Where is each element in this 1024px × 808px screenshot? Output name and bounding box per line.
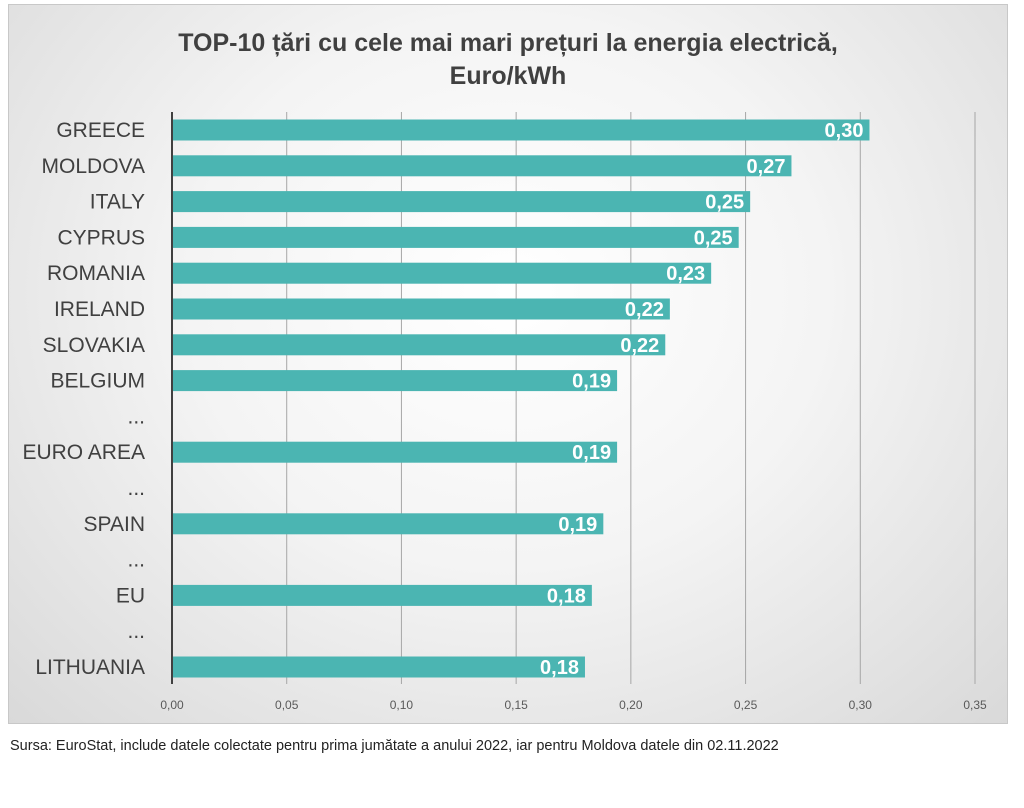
category-label: SLOVAKIA (43, 334, 145, 357)
category-label: ... (127, 477, 145, 500)
bar (172, 334, 666, 356)
category-label: ... (127, 620, 145, 643)
bar-chart: 0,00 0,05 0,10 0,15 0,20 0,25 0,30 0,35 GREECE 0,… (22, 112, 987, 712)
category-label: ... (127, 405, 145, 428)
chart-title-line: Euro/kWh (449, 62, 567, 90)
data-label: 0,19 (558, 514, 597, 536)
category-label: ... (127, 549, 145, 572)
bar (172, 298, 670, 320)
data-label: 0,23 (666, 263, 705, 285)
category-label: MOLDOVA (42, 155, 145, 178)
x-tick-label: 0,00 (160, 698, 184, 712)
bar (172, 119, 870, 141)
data-label: 0,18 (547, 585, 586, 607)
category-label: SPAIN (84, 513, 145, 536)
data-label: 0,27 (747, 156, 786, 178)
data-label: 0,22 (625, 299, 664, 321)
bar (172, 441, 618, 463)
bar (172, 370, 618, 392)
data-label: 0,25 (694, 227, 733, 249)
bar (172, 513, 604, 535)
x-tick-label: 0,20 (619, 698, 643, 712)
x-tick-label: 0,15 (504, 698, 528, 712)
category-label: ROMANIA (47, 262, 145, 285)
bar (172, 226, 739, 248)
category-label: EURO AREA (22, 441, 145, 464)
category-label: LITHUANIA (35, 656, 145, 679)
bar (172, 155, 792, 177)
category-label: GREECE (56, 119, 145, 142)
category-label: EU (116, 584, 145, 607)
bar (172, 656, 585, 678)
data-label: 0,22 (620, 335, 659, 357)
bar (172, 191, 751, 213)
bar (172, 584, 592, 606)
source-note: Sursa: EuroStat, include datele colectat… (10, 738, 779, 754)
bar (172, 262, 712, 284)
chart-title-line: TOP-10 țări cu cele mai mari prețuri la … (178, 29, 838, 57)
chart-title: TOP-10 țări cu cele mai mari prețuri la … (9, 27, 1007, 93)
x-tick-label: 0,35 (963, 698, 987, 712)
data-label: 0,25 (705, 192, 744, 214)
data-label: 0,19 (572, 442, 611, 464)
x-tick-label: 0,30 (849, 698, 873, 712)
category-label: CYPRUS (57, 226, 145, 249)
data-label: 0,18 (540, 657, 579, 679)
x-tick-label: 0,10 (390, 698, 414, 712)
data-label: 0,30 (825, 120, 864, 142)
x-tick-label: 0,05 (275, 698, 299, 712)
category-label: ITALY (90, 191, 145, 214)
x-tick-label: 0,25 (734, 698, 758, 712)
category-label: IRELAND (54, 298, 145, 321)
category-label: BELGIUM (50, 370, 145, 393)
data-label: 0,19 (572, 371, 611, 393)
